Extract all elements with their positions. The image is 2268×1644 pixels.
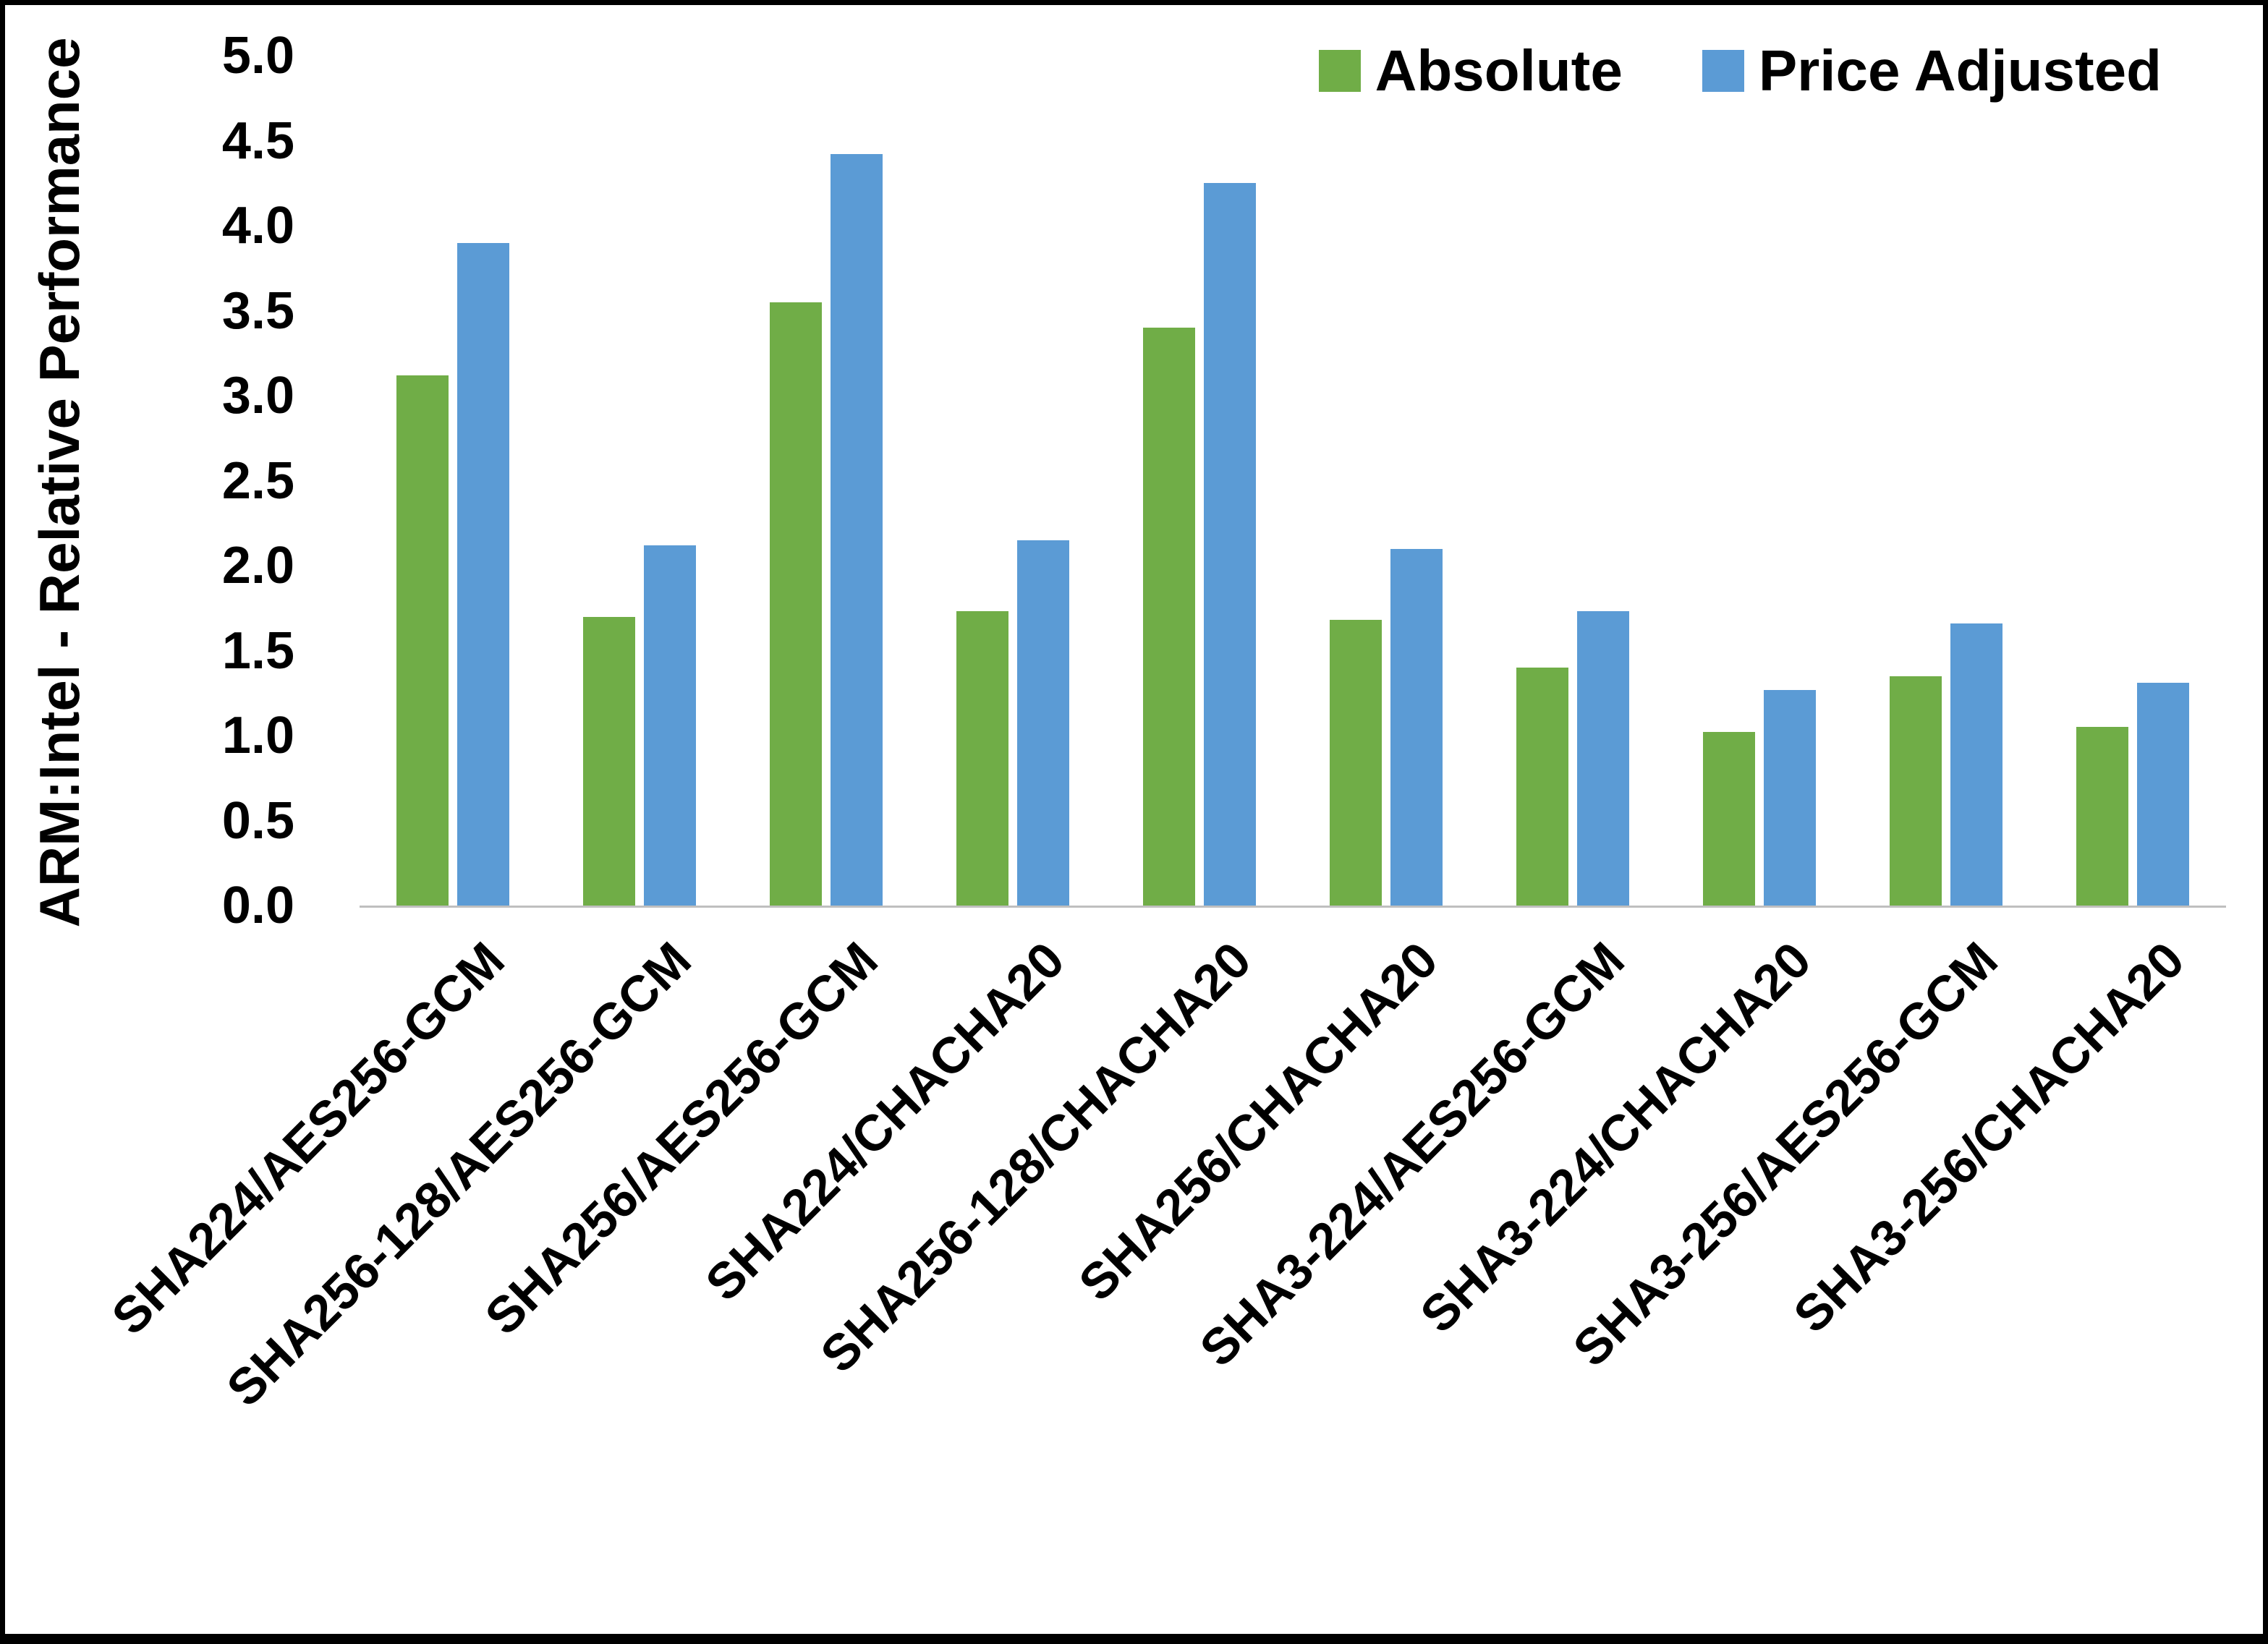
bar-price-adjusted-6 (1577, 611, 1629, 906)
y-axis-title: ARM:Intel - Relative Performance (27, 37, 91, 928)
y-tick-label: 4.0 (221, 197, 294, 255)
y-tick-label: 5.0 (221, 27, 294, 85)
bar-price-adjusted-2 (831, 154, 883, 906)
bar-price-adjusted-0 (457, 242, 509, 906)
bar-absolute-8 (1890, 676, 1942, 906)
y-tick-label: 3.5 (221, 281, 294, 340)
x-axis-line (360, 906, 2226, 908)
y-tick-label: 0.5 (221, 791, 294, 850)
y-tick-label: 1.5 (221, 621, 294, 680)
bar-absolute-9 (2076, 727, 2128, 906)
bar-absolute-7 (1703, 732, 1755, 906)
bar-price-adjusted-5 (1390, 548, 1443, 906)
bar-price-adjusted-9 (2137, 683, 2189, 906)
bar-price-adjusted-7 (1764, 689, 1816, 906)
bar-absolute-6 (1516, 668, 1568, 906)
x-category-label: SHA256/CHACHA20 (1068, 931, 1448, 1312)
bar-absolute-4 (1143, 328, 1195, 906)
bar-absolute-3 (956, 611, 1008, 906)
legend-item-absolute: Absolute (1318, 38, 1623, 104)
bar-price-adjusted-4 (1204, 183, 1256, 906)
legend-item-price-adjusted: Price Adjusted (1702, 38, 2162, 104)
y-tick-label: 0.0 (221, 877, 294, 934)
y-tick-label: 4.5 (221, 111, 294, 170)
bar-absolute-2 (770, 302, 822, 906)
bar-absolute-1 (583, 616, 635, 906)
bar-price-adjusted-3 (1017, 540, 1069, 906)
y-tick-label: 2.0 (221, 537, 294, 595)
bar-absolute-5 (1330, 620, 1382, 906)
x-category-label: SHA3-256/CHACHA20 (1783, 931, 2195, 1344)
x-category-label: SHA224/CHACHA20 (695, 931, 1075, 1312)
legend: Absolute Price Adjusted (1318, 38, 2162, 104)
legend-swatch-price-adjusted (1702, 50, 1744, 92)
y-tick-label: 3.0 (221, 367, 294, 425)
bar-absolute-0 (396, 375, 449, 906)
legend-label-absolute: Absolute (1375, 38, 1623, 103)
legend-label-price-adjusted: Price Adjusted (1758, 38, 2162, 103)
bar-price-adjusted-1 (644, 545, 696, 906)
y-tick-label: 1.0 (221, 707, 294, 764)
legend-swatch-absolute (1318, 50, 1361, 92)
bar-price-adjusted-8 (1950, 623, 2002, 906)
y-tick-label: 2.5 (221, 451, 294, 510)
